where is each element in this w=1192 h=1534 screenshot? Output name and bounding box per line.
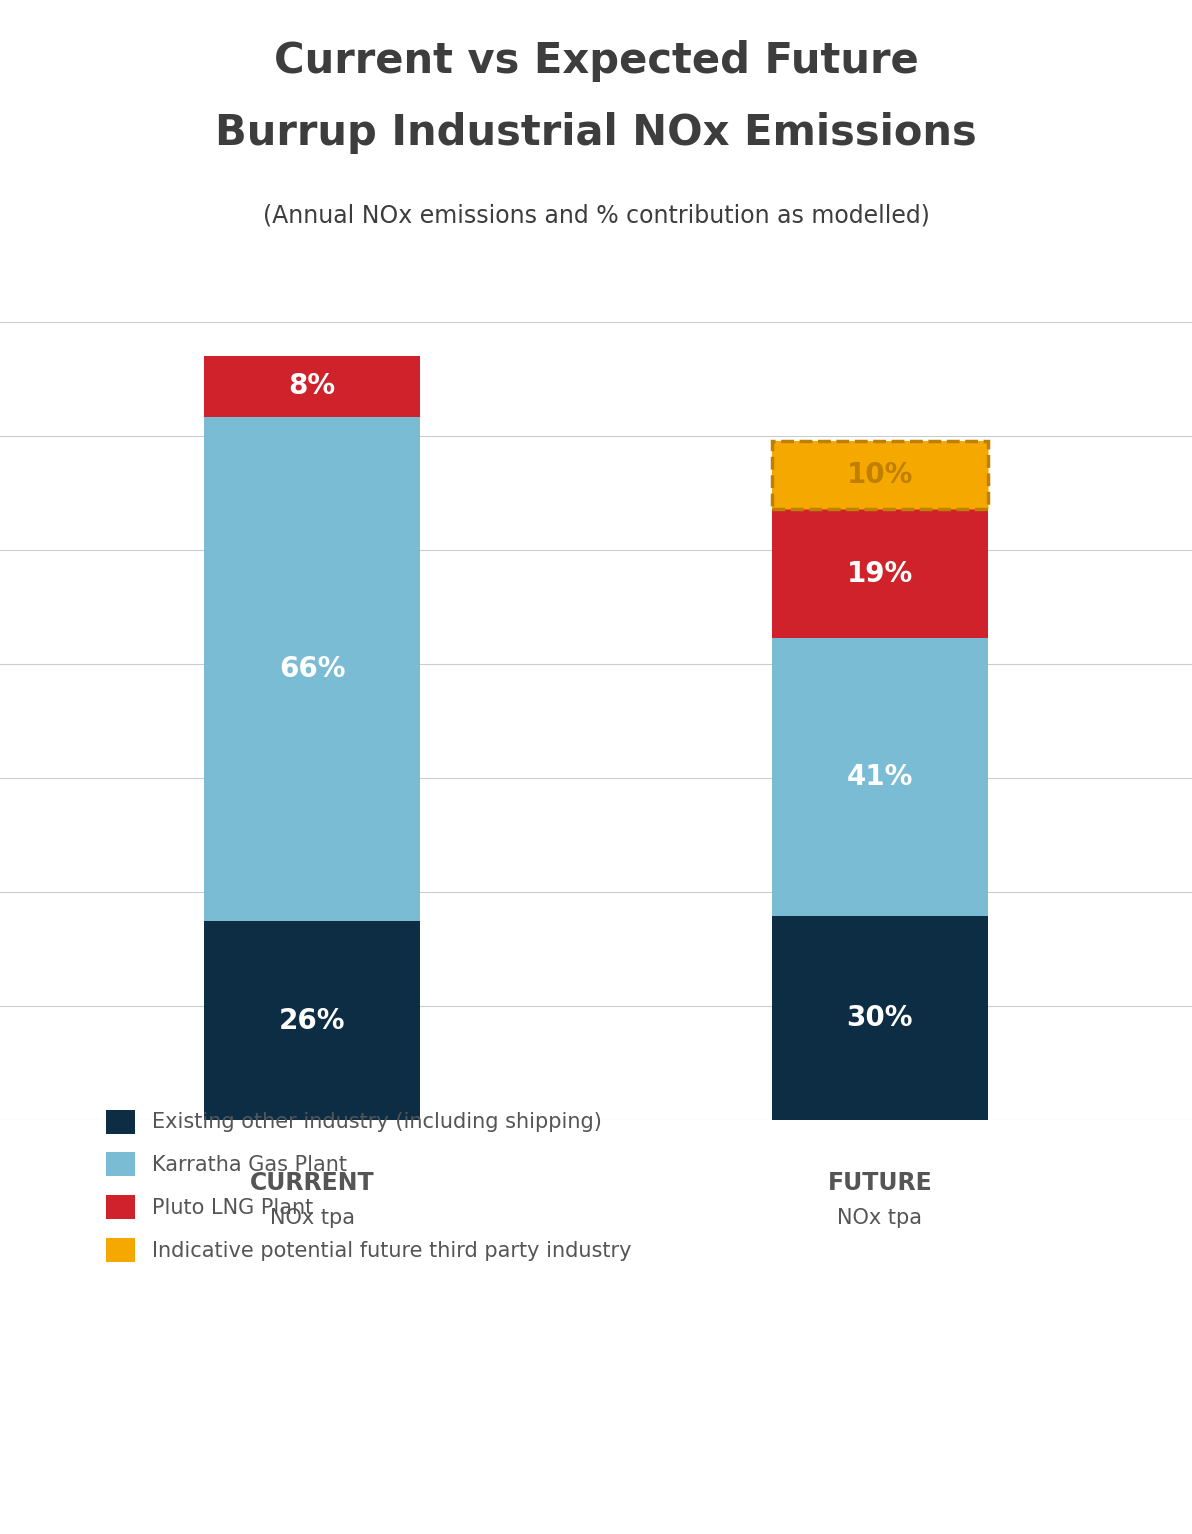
Bar — [772, 442, 988, 509]
Text: CURRENT: CURRENT — [250, 1170, 374, 1195]
Bar — [204, 356, 420, 417]
Text: 41%: 41% — [846, 764, 913, 792]
Bar — [772, 638, 988, 916]
Text: Current vs Expected Future: Current vs Expected Future — [274, 40, 918, 81]
Bar — [772, 509, 988, 638]
Bar — [204, 922, 420, 1120]
Text: NOx tpa: NOx tpa — [269, 1209, 355, 1229]
Text: Burrup Industrial NOx Emissions: Burrup Industrial NOx Emissions — [215, 112, 977, 153]
Text: NOx tpa: NOx tpa — [837, 1209, 923, 1229]
Text: 8%: 8% — [288, 373, 336, 400]
Bar — [772, 442, 988, 509]
Text: (Annual NOx emissions and % contribution as modelled): (Annual NOx emissions and % contribution… — [262, 204, 930, 227]
Text: 66%: 66% — [279, 655, 346, 683]
Bar — [772, 916, 988, 1120]
Text: 30%: 30% — [846, 1005, 913, 1032]
Text: 26%: 26% — [279, 1006, 346, 1034]
Bar — [204, 417, 420, 922]
Legend: Existing other industry (including shipping), Karratha Gas Plant, Pluto LNG Plan: Existing other industry (including shipp… — [106, 1109, 631, 1262]
Text: FUTURE: FUTURE — [827, 1170, 932, 1195]
Text: 10%: 10% — [846, 462, 913, 489]
Text: 19%: 19% — [846, 560, 913, 588]
